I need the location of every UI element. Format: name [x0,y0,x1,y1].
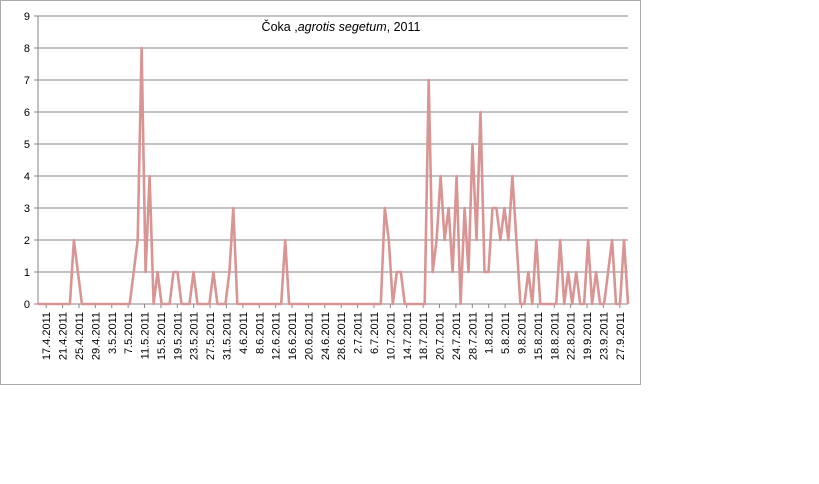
x-tick-label: 12.6.2011 [271,312,283,360]
x-tick-label: 21.4.2011 [58,312,70,360]
x-tick-label: 7.5.2011 [123,312,135,354]
series-line [38,46,630,306]
y-tick-label: 3 [24,203,30,215]
x-tick-label: 6.7.2011 [369,312,381,354]
chart-title-species: agrotis segetum [298,20,387,34]
x-tick-label: 15.8.2011 [533,312,545,360]
x-tick-label: 4.6.2011 [238,312,250,354]
chart-title-main: Čoka [262,19,291,34]
x-tick-label: 17.4.2011 [41,312,53,360]
x-tick-label: 14.7.2011 [402,312,414,360]
gridlines [38,15,628,273]
x-tick-label: 29.4.2011 [90,312,102,360]
x-tick-label: 16.6.2011 [287,312,299,360]
x-tick-label: 24.7.2011 [451,312,463,360]
x-tick-label: 8.6.2011 [254,312,266,354]
x-tick-label: 5.8.2011 [500,312,512,354]
x-tick-label: 3.5.2011 [107,312,119,354]
x-tick-label: 11.5.2011 [140,312,152,359]
x-tick-label: 1.8.2011 [484,312,496,354]
y-tick-label: 8 [24,43,30,55]
x-tick-label: 23.5.2011 [189,312,201,360]
x-tick-label: 22.8.2011 [566,312,578,360]
chart-title-separator: , [291,20,298,34]
x-tick-label: 27.5.2011 [205,312,217,360]
y-tick-label: 1 [24,267,30,279]
x-tick-label: 18.7.2011 [418,312,430,360]
line-chart: 0 1 2 3 4 5 6 7 8 9 17.4.2011 21.4.2011 25.4.2011 29… [24,11,630,360]
y-tick-label: 0 [24,299,30,311]
chart-title-year: , 2011 [387,20,421,34]
x-tick-label: 20.7.2011 [435,312,447,360]
y-tick-label: 4 [24,171,30,183]
x-tick-label: 25.4.2011 [74,312,86,360]
x-tick-label: 31.5.2011 [221,312,233,360]
series-lines [38,46,630,306]
chart-area: 0 1 2 3 4 5 6 7 8 9 17.4.2011 21.4.2011 25.4.2011 29… [0,0,641,385]
y-tick-label: 2 [24,235,30,247]
y-tick-label: 7 [24,75,30,87]
x-tick-label: 24.6.2011 [320,312,332,360]
x-tick-label: 28.7.2011 [467,312,479,360]
y-tick-label: 5 [24,139,30,151]
x-tick-label: 19.5.2011 [172,312,184,360]
y-axis: 0 1 2 3 4 5 6 7 8 9 [24,11,39,311]
x-tick-label: 19.9.2011 [582,312,594,360]
y-tick-label: 6 [24,107,30,119]
x-tick-label: 28.6.2011 [336,312,348,360]
x-tick-label: 20.6.2011 [303,312,315,360]
x-tick-label: 27.9.2011 [615,312,627,360]
x-tick-label: 10.7.2011 [385,312,397,360]
chart-title: Čoka ,agrotis segetum, 2011 [262,19,421,34]
x-tick-label: 2.7.2011 [353,312,365,354]
x-tick-label: 18.8.2011 [549,312,561,360]
y-tick-label: 9 [24,11,30,23]
x-tick-label: 9.8.2011 [516,312,528,354]
x-axis: 17.4.2011 21.4.2011 25.4.2011 29.4.2011 3.5.… [38,303,628,360]
x-tick-label: 23.9.2011 [598,312,610,360]
x-tick-label: 15.5.2011 [156,312,168,360]
